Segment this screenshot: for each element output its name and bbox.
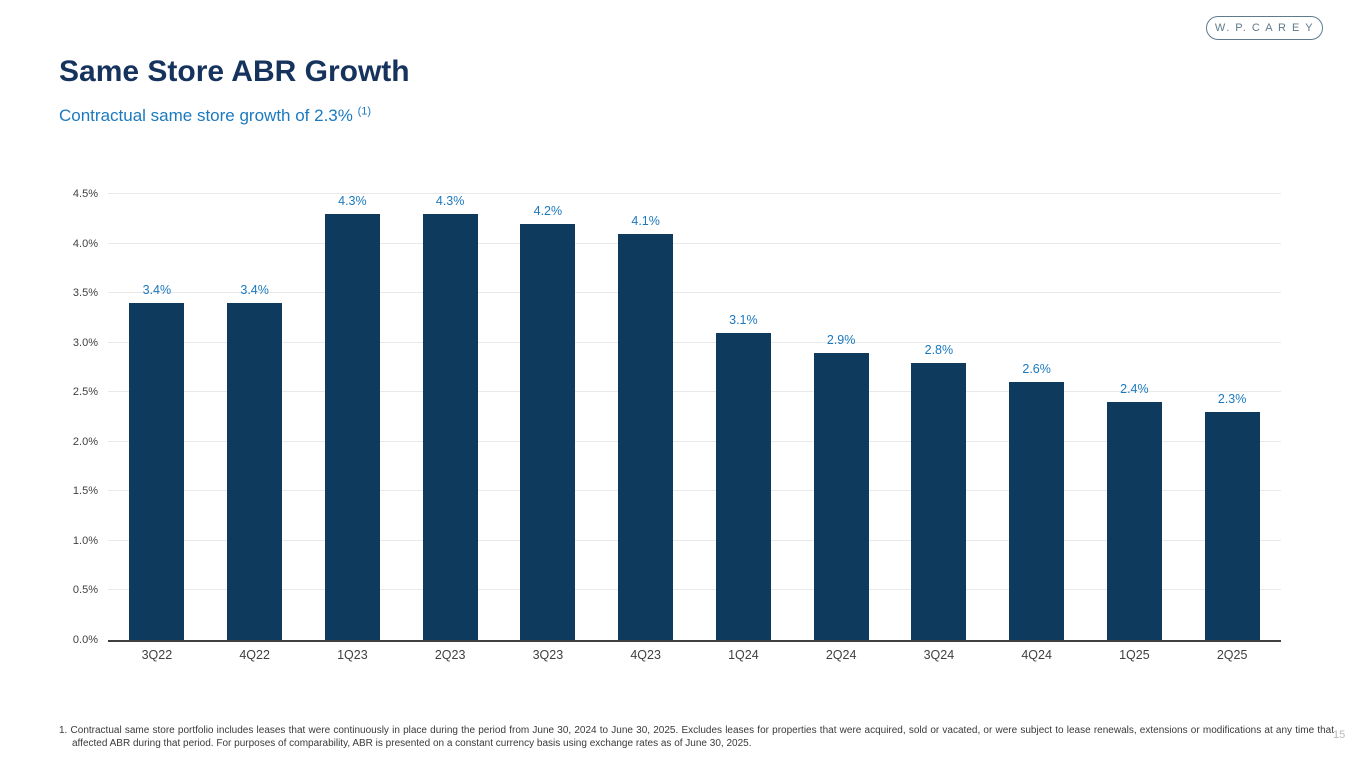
bar-slot: 4.3% [304, 194, 402, 640]
gridline [108, 242, 1281, 244]
x-axis-tick-label: 3Q24 [923, 648, 955, 662]
gridline [108, 292, 1281, 294]
bar-slot: 2.9% [792, 194, 890, 640]
x-axis-tick-label: 3Q23 [532, 648, 564, 662]
bar-value-label: 2.8% [924, 342, 954, 357]
y-axis-tick-label: 1.0% [72, 534, 98, 547]
y-axis-tick-label: 1.5% [72, 485, 98, 498]
bar-series: 3.4% 3.4% 4.3% 4.3% 4.2% 4.1% 3.1% 2.9% 2.8% 2.6%… [108, 194, 1281, 640]
bar-value-label: 2.3% [1217, 392, 1247, 407]
bar-value-label: 4.1% [631, 213, 660, 228]
bar-value-label: 4.3% [435, 194, 465, 208]
gridline [108, 490, 1281, 492]
x-axis-tick-label: 1Q25 [1119, 648, 1150, 662]
gridline [108, 391, 1281, 393]
x-axis-tick-label: 2Q25 [1216, 648, 1248, 662]
bar-slot: 4.3% [401, 194, 499, 640]
x-axis-labels: 3Q22 4Q22 1Q23 2Q23 3Q23 4Q23 1Q24 2Q24 3Q24 4Q24… [108, 648, 1281, 662]
bar-4Q23 [618, 233, 674, 640]
bar-1Q25 [1106, 402, 1162, 640]
bar-slot: 3.1% [695, 194, 793, 640]
y-axis-tick-label: 3.0% [72, 336, 98, 349]
wpcarey-logo: W. P. C A R E Y [1206, 16, 1323, 40]
page-title: Same Store ABR Growth [59, 55, 410, 88]
bar-value-label: 2.9% [826, 332, 856, 347]
x-axis-tick-label: 2Q23 [434, 648, 466, 662]
page-number: 15 [1333, 729, 1346, 741]
y-axis-tick-label: 2.5% [72, 386, 98, 399]
gridline [108, 193, 1281, 194]
bar-2Q25 [1204, 412, 1260, 640]
bar-value-label: 4.3% [338, 194, 367, 208]
x-axis-tick-label: 4Q23 [630, 648, 661, 662]
bar-1Q24 [715, 332, 771, 640]
gridline [108, 440, 1281, 442]
bar-slot: 3.4% [108, 194, 206, 640]
bar-2Q24 [813, 352, 869, 640]
bar-slot: 4.1% [597, 194, 695, 640]
bar-value-label: 4.2% [533, 203, 563, 218]
bar-3Q24 [911, 362, 967, 640]
subtitle-text: Contractual same store growth of 2.3% [59, 106, 353, 125]
x-axis-tick-label: 2Q24 [825, 648, 857, 662]
bar-2Q23 [422, 214, 478, 640]
bar-slot: 4.2% [499, 194, 597, 640]
footnote: 1. Contractual same store portfolio incl… [59, 725, 1334, 750]
subtitle-footnote-ref: (1) [357, 105, 372, 118]
bar-1Q23 [324, 214, 380, 640]
x-axis-tick-label: 4Q22 [239, 648, 270, 662]
gridline [108, 539, 1281, 541]
gridline [108, 341, 1281, 343]
y-axis-tick-label: 3.5% [72, 287, 98, 300]
x-axis-tick-label: 1Q24 [728, 648, 759, 662]
plot-area: 3.4% 3.4% 4.3% 4.3% 4.2% 4.1% 3.1% 2.9% 2.8% 2.6%… [73, 188, 1281, 646]
y-axis-tick-label: 2.0% [72, 435, 98, 448]
bar-value-label: 2.4% [1120, 382, 1149, 397]
bar-value-label: 3.1% [729, 312, 758, 327]
bar-slot: 2.3% [1183, 194, 1281, 640]
y-axis-tick-label: 0.5% [72, 584, 98, 597]
bar-slot: 2.8% [890, 194, 988, 640]
bar-slot: 2.4% [1086, 194, 1184, 640]
x-axis-tick-label: 3Q22 [141, 648, 173, 662]
bar-slot: 2.6% [988, 194, 1086, 640]
footnote-marker: 1. [59, 725, 68, 736]
bar-3Q22 [129, 303, 185, 640]
y-axis-tick-label: 4.0% [72, 237, 98, 250]
bar-3Q23 [520, 223, 576, 640]
x-axis-tick-label: 4Q24 [1021, 648, 1052, 662]
bar-4Q24 [1009, 382, 1065, 640]
bar-slot: 3.4% [206, 194, 304, 640]
bar-4Q22 [227, 303, 283, 640]
bar-value-label: 2.6% [1022, 362, 1051, 377]
x-axis-tick-label: 1Q23 [337, 648, 368, 662]
page-subtitle: Contractual same store growth of 2.3% (1… [59, 105, 371, 127]
bar-value-label: 3.4% [142, 283, 172, 298]
gridline [108, 589, 1281, 591]
y-axis-tick-label: 4.5% [72, 188, 98, 200]
bar-value-label: 3.4% [240, 283, 269, 298]
footnote-text: Contractual same store portfolio include… [70, 725, 1334, 749]
y-axis-tick-label: 0.0% [72, 634, 98, 646]
